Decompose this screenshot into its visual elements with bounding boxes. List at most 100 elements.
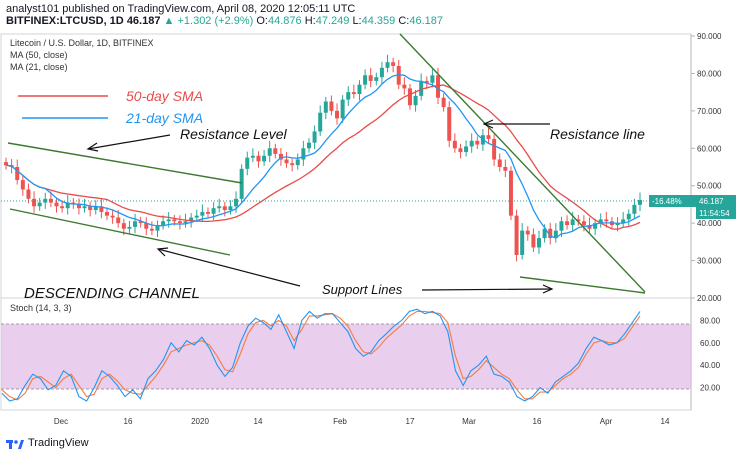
chart-header: analyst101 published on TradingView.com,… — [0, 0, 740, 28]
channel-upper-line — [7, 142, 243, 184]
time-tick-label: Feb — [333, 417, 347, 426]
time-tick-label: 16 — [124, 417, 133, 426]
candle-body — [464, 146, 469, 153]
price-chart[interactable]: Litecoin / U.S. Dollar, 1D, BITFINEX MA … — [0, 0, 740, 432]
candle-body — [172, 219, 177, 222]
candle-body — [621, 219, 626, 224]
time-tick-label: 14 — [661, 417, 670, 426]
sma21-annotation: 21-day SMA — [125, 110, 203, 126]
candle-body — [492, 138, 497, 160]
main-pane-frame — [0, 33, 692, 299]
candle-body — [177, 221, 182, 224]
candle-body — [615, 223, 620, 226]
ma21-line — [5, 74, 641, 239]
stoch-tick-label: 40.00 — [700, 361, 721, 370]
candle-body — [632, 204, 637, 214]
legend-ma21: MA (21, close) — [10, 62, 68, 72]
candle-body — [329, 101, 334, 111]
descending-channel-annotation: DESCENDING CHANNEL — [24, 285, 200, 302]
last-price: 46.187 — [126, 15, 161, 27]
candles — [4, 54, 642, 262]
candle-body — [222, 206, 227, 211]
candle-body — [497, 159, 502, 167]
candle-body — [278, 153, 283, 160]
publish-text: analyst101 published on TradingView.com,… — [6, 3, 356, 15]
open-label: O: — [256, 15, 268, 27]
candle-body — [626, 213, 631, 220]
candle-body — [54, 202, 59, 207]
candle-body — [161, 221, 166, 226]
high-label: H: — [304, 15, 316, 27]
support-arrow-right-head — [542, 284, 554, 294]
low-value: 44.359 — [361, 15, 396, 27]
candle-body — [576, 219, 581, 222]
time-tick-label: 14 — [254, 417, 263, 426]
time-tick-label: Mar — [462, 417, 476, 426]
close-label: C: — [398, 15, 410, 27]
price-tag-text: 46.187 — [699, 197, 724, 206]
candle-body — [525, 230, 530, 235]
price-tick-label: 40.000 — [697, 219, 722, 228]
trend-lines — [7, 33, 646, 294]
candle-body — [346, 92, 351, 100]
candle-body — [267, 148, 272, 156]
ohlc-info: BITFINEX:LTCUSD, 1D 46.187 ▲ +1.302 (+2.… — [6, 15, 443, 27]
resistance-line-annotation: Resistance line — [550, 126, 645, 142]
candle-body — [88, 206, 93, 211]
support-lines-annotation: Support Lines — [322, 282, 403, 297]
candle-body — [110, 215, 115, 218]
candle-body — [99, 206, 104, 212]
timer-tag — [696, 207, 736, 219]
candle-body — [60, 206, 65, 209]
pct-tag-text: -16.48% — [652, 197, 682, 206]
resistance-level-annotation: Resistance Level — [180, 126, 288, 142]
candle-body — [256, 155, 261, 162]
price-tick-label: 70.000 — [697, 107, 722, 116]
close-value: 46.187 — [409, 15, 443, 27]
candle-body — [436, 75, 441, 98]
candle-body — [553, 230, 558, 239]
candle-body — [379, 67, 384, 78]
publish-info: analyst101 published on TradingView.com,… — [6, 3, 355, 15]
candle-body — [194, 215, 199, 218]
candle-body — [340, 99, 345, 119]
support-arrow-right — [421, 288, 553, 291]
candle-body — [155, 225, 160, 231]
timer-tag-text: 11:54:54 — [699, 209, 730, 218]
support-trend-line — [519, 276, 646, 294]
candle-body — [430, 75, 435, 83]
time-tick-label: 2020 — [191, 417, 209, 426]
annotation-arrows — [86, 119, 554, 294]
price-tick-label: 80.000 — [697, 69, 722, 78]
candle-body — [262, 155, 267, 162]
candle-body — [245, 157, 250, 169]
candle-body — [514, 215, 519, 255]
sma50-annotation: 50-day SMA — [126, 88, 203, 104]
open-value: 44.876 — [268, 15, 302, 27]
candle-body — [357, 84, 362, 95]
candle-body — [82, 206, 87, 209]
low-label: L: — [352, 15, 362, 27]
candle-body — [4, 162, 8, 166]
pct-tag — [649, 195, 696, 207]
candle-body — [26, 189, 31, 199]
time-tick-label: 17 — [406, 417, 415, 426]
candle-body — [424, 80, 429, 83]
candle-body — [638, 199, 642, 205]
candle-body — [250, 155, 255, 158]
tradingview-logo-icon — [6, 440, 24, 449]
time-axis: Dec 16 2020 14 Feb 17 Mar 16 Apr 14 — [54, 417, 670, 426]
candle-body — [559, 221, 564, 231]
stoch-legend: Stoch (14, 3, 3) — [10, 303, 72, 313]
candle-body — [200, 211, 205, 216]
candle-body — [374, 77, 379, 81]
price-tick-label: 60.000 — [697, 144, 722, 153]
candle-body — [598, 219, 603, 224]
candle-body — [318, 112, 323, 132]
high-value: 47.249 — [315, 15, 350, 27]
candle-body — [205, 211, 210, 214]
candle-body — [127, 226, 132, 229]
candle-body — [290, 163, 295, 166]
candle-body — [301, 148, 306, 160]
candle-body — [306, 142, 311, 149]
